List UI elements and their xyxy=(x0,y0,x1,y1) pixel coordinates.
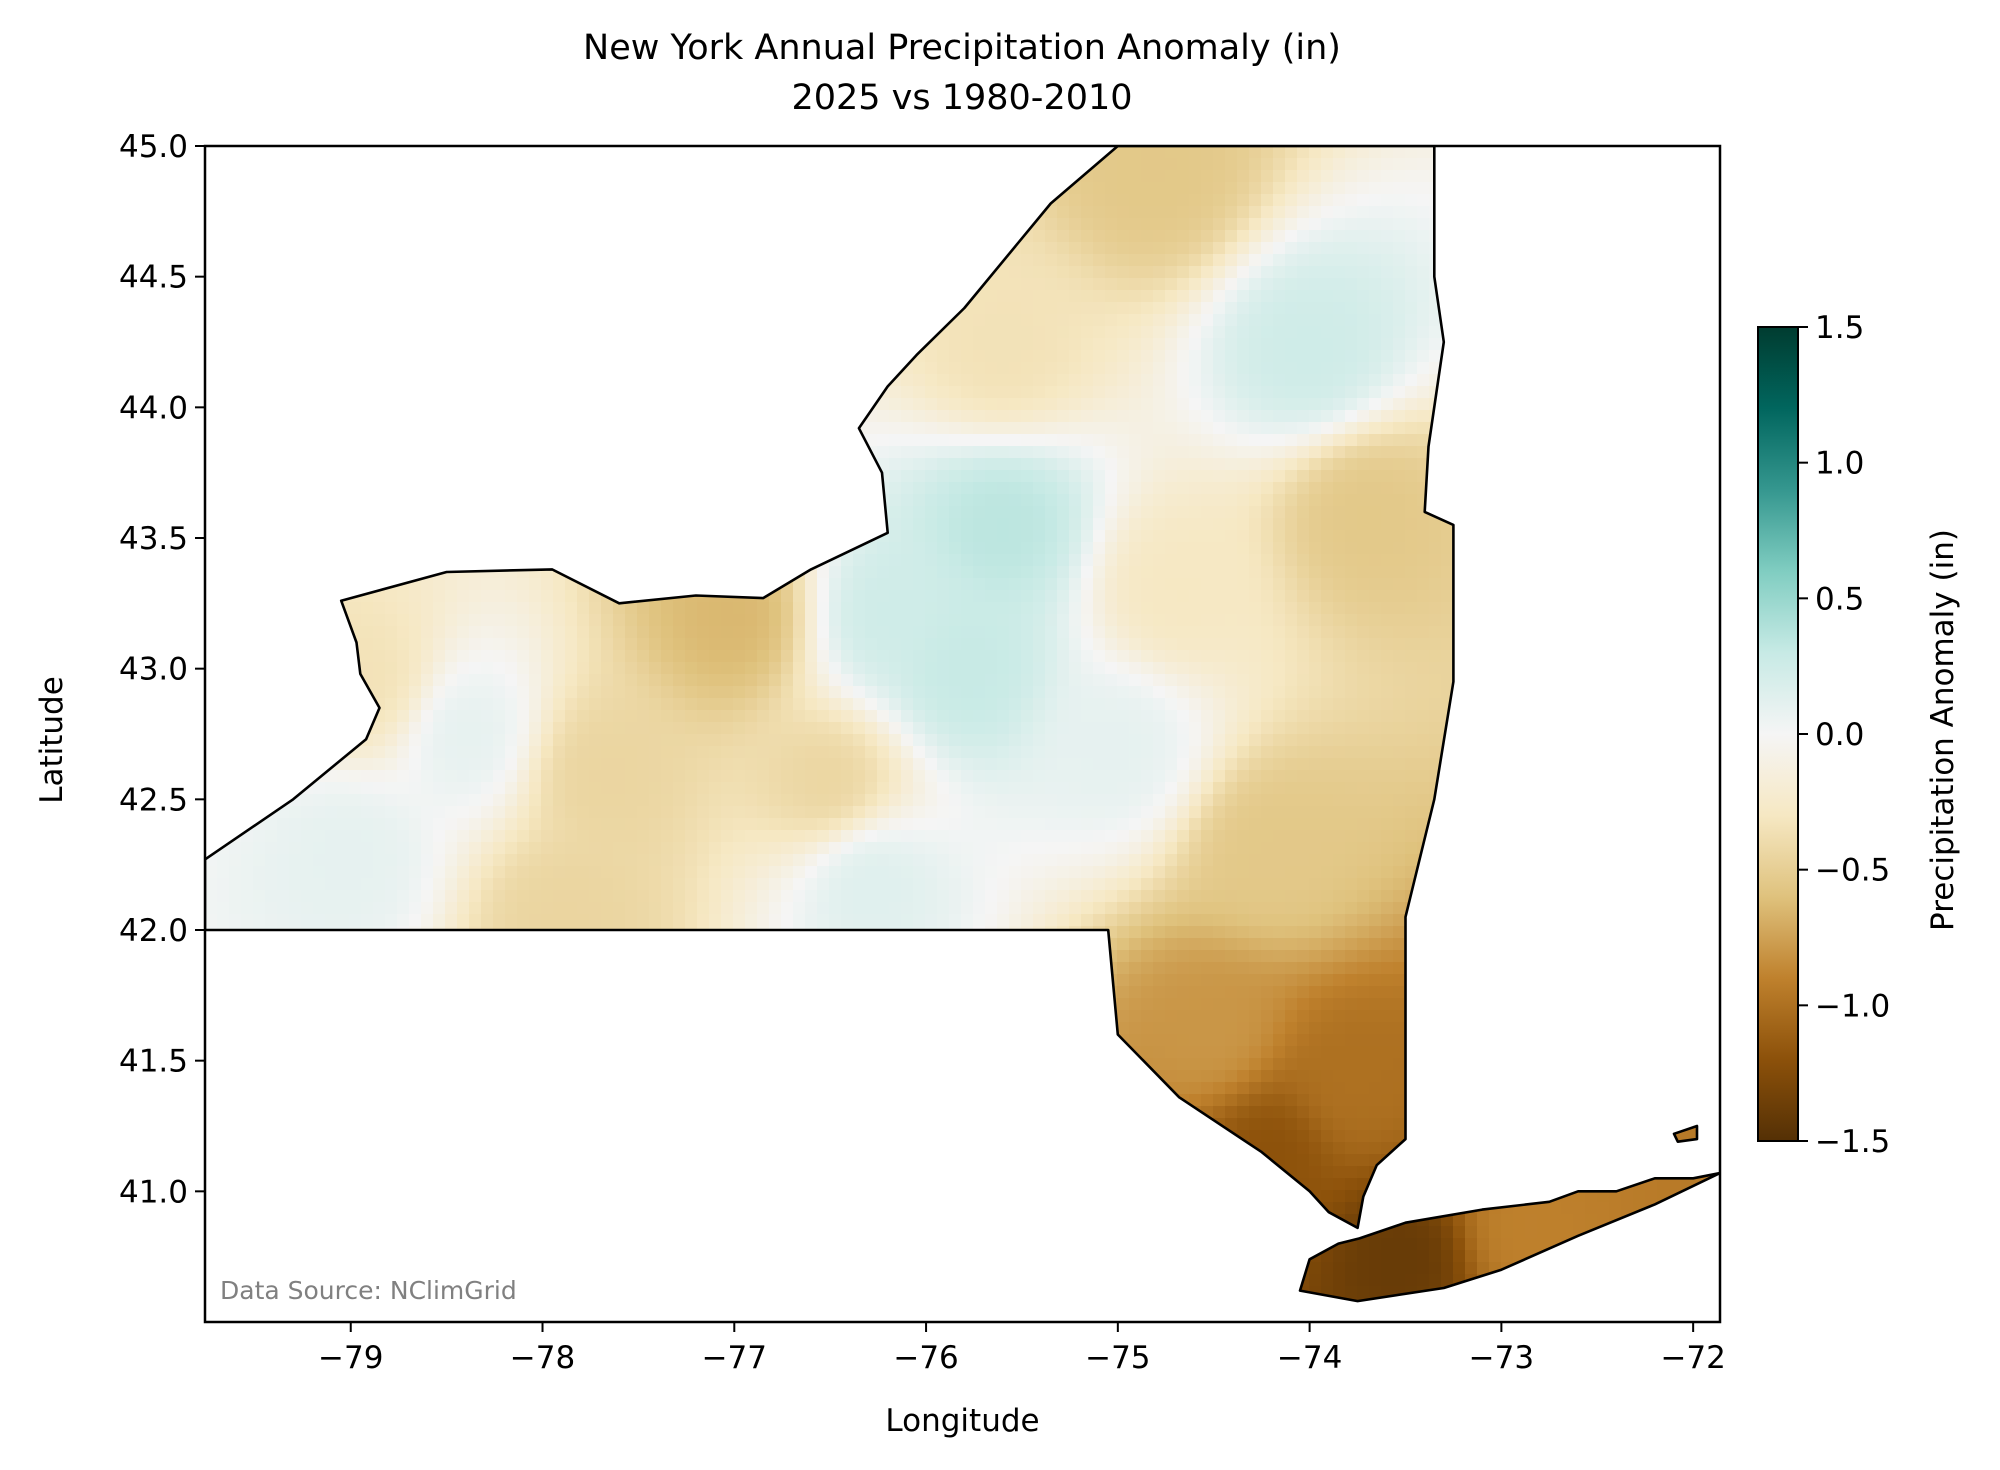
x-tick-label: −77 xyxy=(702,1340,767,1376)
colorbar-tick-label: −1.5 xyxy=(1815,1124,1890,1160)
y-tick-label: 42.5 xyxy=(119,782,188,818)
colorbar-tick-label: −0.5 xyxy=(1815,853,1890,889)
x-tick-label: −78 xyxy=(510,1340,575,1376)
colorbar-tick-label: 1.0 xyxy=(1815,446,1864,482)
y-tick-label: 43.5 xyxy=(119,521,188,557)
y-axis-ticks: 41.0 41.5 42.0 42.5 43.0 43.5 44.0 44.5 45.0 xyxy=(119,129,205,1210)
data-source-note: Data Source: NClimGrid xyxy=(220,1276,517,1305)
colorbar-tick-label: 0.5 xyxy=(1815,581,1864,617)
chart-title: New York Annual Precipitation Anomaly (i… xyxy=(583,28,1341,68)
x-tick-label: −73 xyxy=(1469,1340,1534,1376)
state-boundary xyxy=(205,146,1720,1303)
colorbar-label: Precipitation Anomaly (in) xyxy=(1925,529,1961,931)
colorbar-tick-label: 0.0 xyxy=(1815,717,1864,753)
y-tick-label: 43.0 xyxy=(119,652,188,688)
boundary-line xyxy=(1298,1171,1720,1303)
y-tick-label: 44.0 xyxy=(119,390,188,426)
x-tick-label: −72 xyxy=(1660,1340,1725,1376)
x-tick-label: −74 xyxy=(1277,1340,1342,1376)
x-tick-label: −76 xyxy=(893,1340,958,1376)
x-axis-label: Longitude xyxy=(885,1403,1040,1439)
boundary-line xyxy=(1672,1124,1699,1143)
y-tick-label: 41.5 xyxy=(119,1044,188,1080)
colorbar xyxy=(1757,326,1799,1142)
y-tick-label: 44.5 xyxy=(119,260,188,296)
y-axis-label: Latitude xyxy=(34,676,70,804)
colorbar-tick-label: 1.5 xyxy=(1815,310,1864,346)
x-tick-label: −75 xyxy=(1085,1340,1150,1376)
boundary-line xyxy=(205,146,1455,1230)
plot-frame xyxy=(203,144,1722,1324)
chart-subtitle: 2025 vs 1980-2010 xyxy=(791,78,1133,118)
y-tick-label: 42.0 xyxy=(119,913,188,949)
y-tick-label: 45.0 xyxy=(119,129,188,165)
y-tick-label: 41.0 xyxy=(119,1174,188,1210)
x-tick-label: −79 xyxy=(318,1340,383,1376)
colorbar-ticks: −1.5 −1.0 −0.5 0.0 0.5 1.0 1.5 xyxy=(1798,310,1890,1160)
x-axis-ticks: −79 −78 −77 −76 −75 −74 −73 −72 xyxy=(318,1322,1726,1376)
colorbar-tick-label: −1.0 xyxy=(1815,988,1890,1024)
